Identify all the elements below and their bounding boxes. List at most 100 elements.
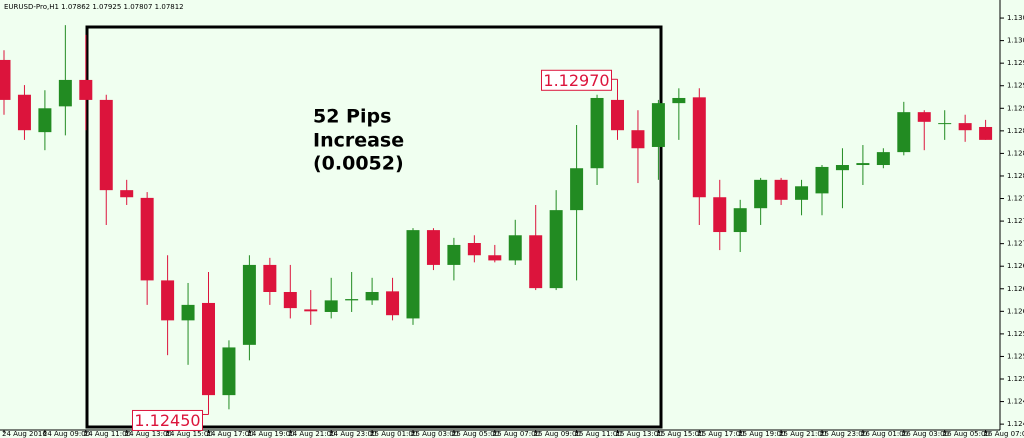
candle-body <box>406 230 420 319</box>
price-label: 1.12970 <box>543 71 609 90</box>
annotation-line: 52 Pips <box>313 106 391 128</box>
candle-body <box>304 309 318 312</box>
y-tick-label: 1.12995 <box>1007 59 1024 67</box>
x-tick-label: 24 Aug 17:00 <box>207 430 254 438</box>
candle-body <box>283 291 297 309</box>
candle-body <box>529 235 543 289</box>
x-tick-label: 24 Aug 09:00 <box>43 430 90 438</box>
candle-body <box>99 99 113 191</box>
candle-body <box>447 244 461 265</box>
price-label-box <box>541 69 612 91</box>
x-tick-label: 25 Aug 23:00 <box>820 430 867 438</box>
x-tick-label: 25 Aug 03:00 <box>411 430 458 438</box>
y-tick-label: 1.12540 <box>1007 352 1024 360</box>
candle-body <box>754 179 768 209</box>
y-tick-label: 1.12505 <box>1007 375 1024 383</box>
candle-body <box>979 126 993 140</box>
candle-body <box>386 291 400 316</box>
candle-body <box>651 103 665 147</box>
candle-body <box>467 243 481 256</box>
candle-body <box>713 197 727 233</box>
candle-body <box>488 255 502 261</box>
x-tick-label: 25 Aug 21:00 <box>779 430 826 438</box>
x-tick-label: 26 Aug 01:00 <box>861 430 908 438</box>
candle-body <box>876 152 890 166</box>
candle-body <box>202 302 215 396</box>
candle-body <box>242 264 256 345</box>
x-tick-label: 26 Aug 03:00 <box>902 430 949 438</box>
y-tick-label: 1.13030 <box>1007 37 1024 45</box>
price-label-box <box>132 409 203 431</box>
candle-body <box>897 112 911 153</box>
y-tick-label: 1.12575 <box>1007 330 1024 338</box>
x-tick-label: 24 Aug 21:00 <box>288 430 335 438</box>
x-tick-label: 24 Aug 19:00 <box>247 430 294 438</box>
x-tick-label: 25 Aug 11:00 <box>575 430 622 438</box>
x-tick-label: 24 Aug 15:00 <box>166 430 213 438</box>
highlight-box <box>85 25 663 429</box>
x-tick-label: 25 Aug 15:00 <box>656 430 703 438</box>
y-tick-label: 1.12890 <box>1007 127 1024 135</box>
candle-body <box>733 208 747 233</box>
y-tick-label: 1.12435 <box>1007 420 1024 428</box>
candle-body <box>222 347 236 396</box>
candle-body <box>181 304 195 321</box>
candle-body <box>508 235 522 261</box>
candle-body <box>426 230 440 265</box>
x-tick-label: 24 Aug 2016 <box>2 430 47 438</box>
y-tick-label: 1.12610 <box>1007 307 1024 315</box>
y-tick-label: 1.13065 <box>1007 14 1024 22</box>
candle-body <box>140 197 154 281</box>
candle-body <box>774 179 788 200</box>
candle-body <box>570 168 584 211</box>
y-tick-label: 1.12470 <box>1007 398 1024 406</box>
candle-body <box>692 97 706 198</box>
candle-body <box>938 123 952 125</box>
annotation-line: Increase <box>313 130 404 152</box>
x-tick-label: 25 Aug 17:00 <box>697 430 744 438</box>
candle-body <box>120 190 134 198</box>
candle-body <box>0 59 11 100</box>
candle-body <box>365 291 379 301</box>
candle-body <box>835 165 849 171</box>
candle-body <box>795 186 809 200</box>
candle-body <box>38 108 52 133</box>
annotation-line: (0.0052) <box>313 153 404 175</box>
x-tick-label: 25 Aug 05:00 <box>452 430 499 438</box>
candle-body <box>345 299 359 301</box>
candle-body <box>549 210 563 289</box>
y-tick-label: 1.12785 <box>1007 195 1024 203</box>
y-tick-label: 1.12750 <box>1007 217 1024 225</box>
candle-body <box>58 79 72 107</box>
x-tick-label: 26 Aug 05:00 <box>943 430 990 438</box>
y-tick-label: 1.12855 <box>1007 149 1024 157</box>
candle-body <box>672 97 686 104</box>
x-tick-label: 25 Aug 07:00 <box>493 430 540 438</box>
x-tick-label: 24 Aug 23:00 <box>329 430 376 438</box>
y-tick-label: 1.12715 <box>1007 240 1024 248</box>
x-tick-label: 25 Aug 01:00 <box>370 430 417 438</box>
x-tick-label: 24 Aug 13:00 <box>125 430 172 438</box>
y-tick-label: 1.12925 <box>1007 104 1024 112</box>
x-tick-label: 26 Aug 07:00 <box>984 430 1024 438</box>
y-tick-label: 1.12680 <box>1007 262 1024 270</box>
candle-body <box>79 79 93 100</box>
candle-body <box>324 300 338 312</box>
y-tick-label: 1.12960 <box>1007 82 1024 90</box>
candle-body <box>917 112 931 122</box>
candle-body <box>161 280 175 321</box>
candle-body <box>856 163 870 166</box>
candle-body <box>611 99 624 131</box>
x-tick-label: 25 Aug 19:00 <box>738 430 785 438</box>
x-tick-label: 25 Aug 09:00 <box>534 430 581 438</box>
candle-body <box>958 123 972 131</box>
candle-body <box>631 130 645 149</box>
price-label: 1.12450 <box>134 411 200 430</box>
candle-body <box>815 166 829 194</box>
y-tick-label: 1.12645 <box>1007 285 1024 293</box>
y-tick-label: 1.12820 <box>1007 172 1024 180</box>
candle-body <box>590 97 604 169</box>
candle-body <box>17 94 31 131</box>
